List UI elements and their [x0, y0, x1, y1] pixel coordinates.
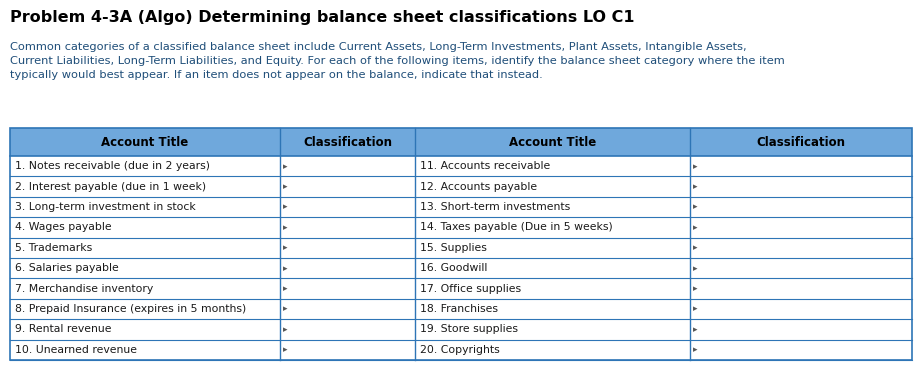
Text: Account Title: Account Title [102, 135, 188, 148]
Text: ▸: ▸ [283, 325, 287, 334]
Text: ▸: ▸ [283, 203, 287, 211]
Text: ▸: ▸ [693, 182, 698, 191]
Text: ▸: ▸ [283, 264, 287, 273]
Text: ▸: ▸ [283, 345, 287, 354]
Text: ▸: ▸ [283, 162, 287, 171]
Text: 2. Interest payable (due in 1 week): 2. Interest payable (due in 1 week) [15, 182, 206, 192]
Text: ▸: ▸ [283, 223, 287, 232]
Text: 19. Store supplies: 19. Store supplies [420, 324, 518, 334]
Text: Common categories of a classified balance sheet include Current Assets, Long-Ter: Common categories of a classified balanc… [10, 42, 747, 52]
Text: 5. Trademarks: 5. Trademarks [15, 243, 92, 253]
Text: 18. Franchises: 18. Franchises [420, 304, 498, 314]
Text: 7. Merchandise inventory: 7. Merchandise inventory [15, 284, 153, 294]
Text: 3. Long-term investment in stock: 3. Long-term investment in stock [15, 202, 196, 212]
Text: 4. Wages payable: 4. Wages payable [15, 223, 112, 232]
Text: ▸: ▸ [693, 203, 698, 211]
Text: 8. Prepaid Insurance (expires in 5 months): 8. Prepaid Insurance (expires in 5 month… [15, 304, 247, 314]
Text: ▸: ▸ [283, 304, 287, 314]
Text: ▸: ▸ [693, 264, 698, 273]
Text: 9. Rental revenue: 9. Rental revenue [15, 324, 112, 334]
Text: 16. Goodwill: 16. Goodwill [420, 263, 487, 273]
Text: Classification: Classification [757, 135, 845, 148]
Text: 10. Unearned revenue: 10. Unearned revenue [15, 345, 137, 355]
Text: 11. Accounts receivable: 11. Accounts receivable [420, 161, 551, 171]
Text: typically would best appear. If an item does not appear on the balance, indicate: typically would best appear. If an item … [10, 70, 542, 80]
Text: 15. Supplies: 15. Supplies [420, 243, 487, 253]
Text: 1. Notes receivable (due in 2 years): 1. Notes receivable (due in 2 years) [15, 161, 210, 171]
Text: ▸: ▸ [283, 284, 287, 293]
Text: 13. Short-term investments: 13. Short-term investments [420, 202, 570, 212]
Text: ▸: ▸ [283, 182, 287, 191]
Text: Account Title: Account Title [509, 135, 596, 148]
Text: 6. Salaries payable: 6. Salaries payable [15, 263, 119, 273]
Text: ▸: ▸ [693, 284, 698, 293]
Text: 17. Office supplies: 17. Office supplies [420, 284, 521, 294]
Text: ▸: ▸ [693, 325, 698, 334]
Text: Classification: Classification [303, 135, 392, 148]
Bar [10, 128, 912, 360]
Text: ▸: ▸ [693, 223, 698, 232]
Text: Problem 4-3A (Algo) Determining balance sheet classifications LO C1: Problem 4-3A (Algo) Determining balance … [10, 10, 635, 25]
Text: ▸: ▸ [693, 345, 698, 354]
Text: 14. Taxes payable (Due in 5 weeks): 14. Taxes payable (Due in 5 weeks) [420, 223, 613, 232]
Text: ▸: ▸ [283, 243, 287, 252]
Text: 20. Copyrights: 20. Copyrights [420, 345, 500, 355]
Text: ▸: ▸ [693, 304, 698, 314]
Bar [10, 128, 912, 156]
Text: 12. Accounts payable: 12. Accounts payable [420, 182, 537, 192]
Text: Current Liabilities, Long-Term Liabilities, and Equity. For each of the followin: Current Liabilities, Long-Term Liabiliti… [10, 56, 784, 66]
Text: ▸: ▸ [693, 243, 698, 252]
Text: ▸: ▸ [693, 162, 698, 171]
